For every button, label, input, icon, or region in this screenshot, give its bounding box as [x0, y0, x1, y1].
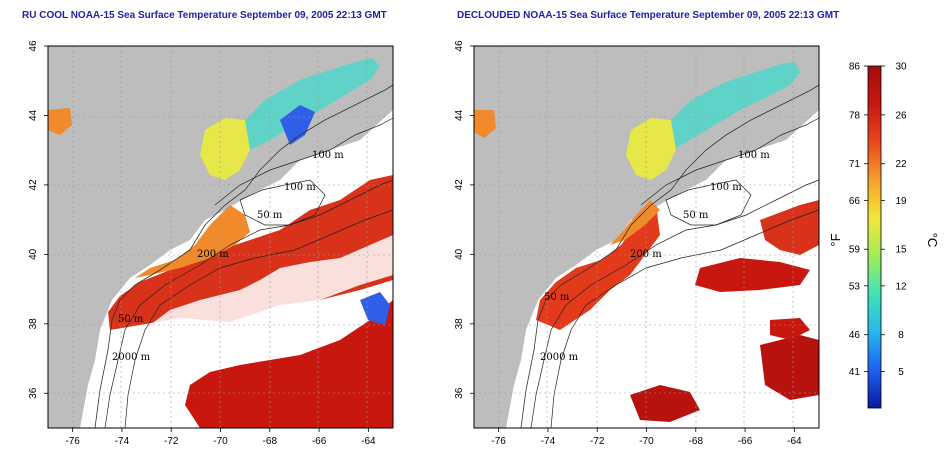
- fahrenheit-tick-label: 53: [849, 281, 861, 292]
- colorbar-gradient: [867, 65, 882, 409]
- celsius-tick-label: 8: [898, 330, 904, 341]
- lat-tick-label: 44: [28, 109, 39, 121]
- isobath-contours: [530, 117, 819, 428]
- sst-warm-patches-sw: [770, 318, 810, 340]
- celsius-tick-label: 15: [895, 245, 907, 256]
- left-map-axes: -76 -74 -72 -70 -68 -66 -64 36 38 40 42 44 46: [28, 40, 376, 447]
- contour-label-200m: 200 m: [630, 249, 662, 260]
- lat-tick-label: 36: [454, 387, 465, 399]
- lon-tick-label: -66: [312, 436, 327, 447]
- left-sst-map: 100 m 100 m 50 m 200 m 50 m 2000 m -76 -7…: [28, 40, 394, 447]
- celsius-tick-label: 5: [898, 367, 904, 378]
- lat-tick-label: 38: [454, 318, 465, 330]
- sst-warm-patches-se: [760, 335, 819, 400]
- contour-label-100m: 100 m: [738, 150, 770, 161]
- lat-tick-label: 42: [28, 179, 39, 191]
- sst-blue-patch-2: [360, 292, 390, 325]
- sst-cool-gulf-of-maine: [671, 62, 800, 150]
- sst-cool-gulf-of-maine: [245, 58, 380, 150]
- contour-label-100m: 100 m: [312, 150, 344, 161]
- lat-tick-label: 40: [454, 248, 465, 260]
- sst-warm-patches-s: [630, 385, 700, 422]
- fahrenheit-tick-label: 66: [849, 196, 861, 207]
- lon-tick-label: -72: [590, 436, 605, 447]
- lon-tick-label: -68: [689, 436, 704, 447]
- lon-tick-label: -64: [787, 436, 802, 447]
- right-sst-map: 100 m 100 m 50 m 200 m 50 m 2000 m -76 -7…: [454, 40, 820, 447]
- right-map-title: DECLOUDED NOAA-15 Sea Surface Temperatur…: [457, 10, 840, 21]
- lon-tick-label: -76: [491, 436, 506, 447]
- contour-label-200m: 200 m: [197, 249, 229, 260]
- fahrenheit-tick-label: 86: [849, 62, 861, 73]
- contour-label-2000m: 2000 m: [112, 352, 151, 363]
- contour-label-50m: 50 m: [257, 210, 283, 221]
- sst-yellow-patch: [200, 118, 250, 180]
- coastline: [94, 84, 393, 428]
- right-map-axes: -76 -74 -72 -70 -68 -66 -64 36 38 40 42 44 46: [454, 40, 802, 447]
- sst-cloud-band: [150, 235, 393, 335]
- fahrenheit-tick-label: 41: [849, 367, 861, 378]
- left-map-title: RU COOL NOAA-15 Sea Surface Temperature …: [22, 10, 387, 21]
- contour-label-100m-2: 100 m: [284, 182, 316, 193]
- sst-warm-south: [185, 300, 393, 428]
- lat-tick-label: 46: [454, 40, 465, 52]
- lon-tick-label: -64: [361, 436, 376, 447]
- sst-nearshore-orange: [48, 108, 72, 135]
- sst-warm-patches-mid: [695, 258, 810, 292]
- lat-tick-label: 46: [28, 40, 39, 52]
- lon-tick-label: -74: [541, 436, 556, 447]
- celsius-tick-label: 26: [895, 110, 907, 121]
- sst-warm-patches-east: [760, 200, 819, 255]
- sst-orange-inner: [610, 200, 660, 245]
- contour-label-50m-2: 50 m: [118, 314, 144, 325]
- temperature-colorbar: 86 30 78 26 71 22 66 19 59 15 53 12 46 8 41 5 °F °C: [828, 62, 940, 409]
- contour-label-100m-2: 100 m: [710, 182, 742, 193]
- contour-label-50m: 50 m: [683, 210, 709, 221]
- lon-tick-label: -68: [263, 436, 278, 447]
- lon-tick-label: -66: [738, 436, 753, 447]
- celsius-tick-label: 30: [895, 62, 907, 73]
- lon-tick-label: -76: [65, 436, 80, 447]
- coastline: [520, 84, 819, 428]
- lon-tick-label: -70: [639, 436, 654, 447]
- lat-tick-label: 40: [28, 248, 39, 260]
- fahrenheit-tick-label: 78: [849, 110, 861, 121]
- fahrenheit-tick-label: 71: [849, 159, 861, 170]
- ocean-declouded-area: [506, 110, 819, 428]
- lon-tick-label: -72: [164, 436, 179, 447]
- sst-orange-shelf: [135, 205, 250, 278]
- lat-tick-label: 42: [454, 179, 465, 191]
- graticule: [474, 46, 819, 428]
- fahrenheit-tick-label: 46: [849, 330, 861, 341]
- celsius-unit-label: °C: [925, 233, 940, 248]
- lat-tick-label: 38: [28, 318, 39, 330]
- contour-label-50m-2: 50 m: [544, 292, 570, 303]
- lon-tick-label: -70: [213, 436, 228, 447]
- celsius-tick-label: 12: [895, 281, 907, 292]
- sst-blue-patch: [280, 105, 315, 145]
- celsius-tick-label: 22: [895, 159, 907, 170]
- contour-label-2000m: 2000 m: [540, 352, 579, 363]
- fahrenheit-unit-label: °F: [828, 233, 843, 246]
- lon-tick-label: -74: [115, 436, 130, 447]
- graticule: [48, 46, 393, 428]
- celsius-tick-label: 19: [895, 196, 907, 207]
- sst-yellow-patch: [626, 118, 676, 180]
- colorbar-ticks: 86 30 78 26 71 22 66 19 59 15 53 12 46 8 41 5: [849, 62, 907, 378]
- lat-tick-label: 44: [454, 109, 465, 121]
- lat-tick-label: 36: [28, 387, 39, 399]
- fahrenheit-tick-label: 59: [849, 245, 861, 256]
